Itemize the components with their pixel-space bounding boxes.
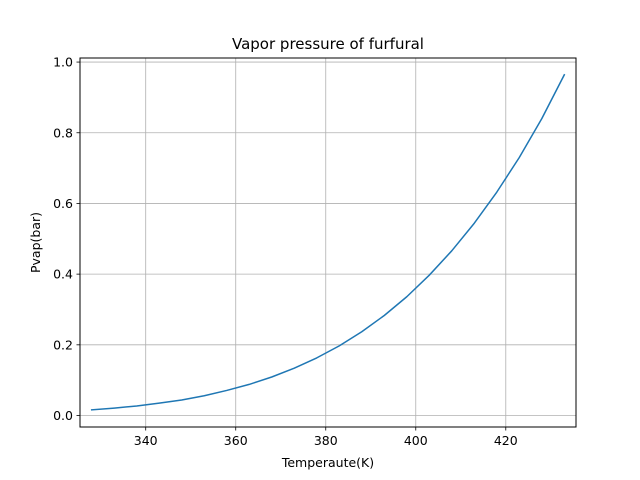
y-axis-label: Pvap(bar) [28, 212, 43, 273]
plot-frame [79, 57, 577, 428]
x-tick-label: 420 [494, 433, 518, 448]
y-tick-label: 0.4 [53, 267, 73, 282]
x-axis-label: Temperaute(K) [281, 455, 374, 470]
y-tick-label: 0.6 [53, 196, 73, 211]
y-tick-label: 1.0 [53, 55, 73, 70]
x-tick-label: 400 [404, 433, 428, 448]
series-line [90, 73, 566, 411]
y-tick-label: 0.2 [53, 337, 73, 352]
y-tick-label: 0.8 [53, 125, 73, 140]
x-tick-label: 360 [224, 433, 248, 448]
series-layer [90, 73, 566, 411]
x-tick-label: 340 [134, 433, 158, 448]
chart-title: Vapor pressure of furfural [232, 35, 424, 53]
y-tick-label: 0.0 [53, 408, 73, 423]
x-tick-label: 380 [314, 433, 338, 448]
grid [80, 58, 576, 427]
x-axis-ticks: 340 360 380 400 420 [134, 427, 518, 448]
y-axis-ticks: 0.0 0.2 0.4 0.6 0.8 1.0 [53, 55, 80, 423]
